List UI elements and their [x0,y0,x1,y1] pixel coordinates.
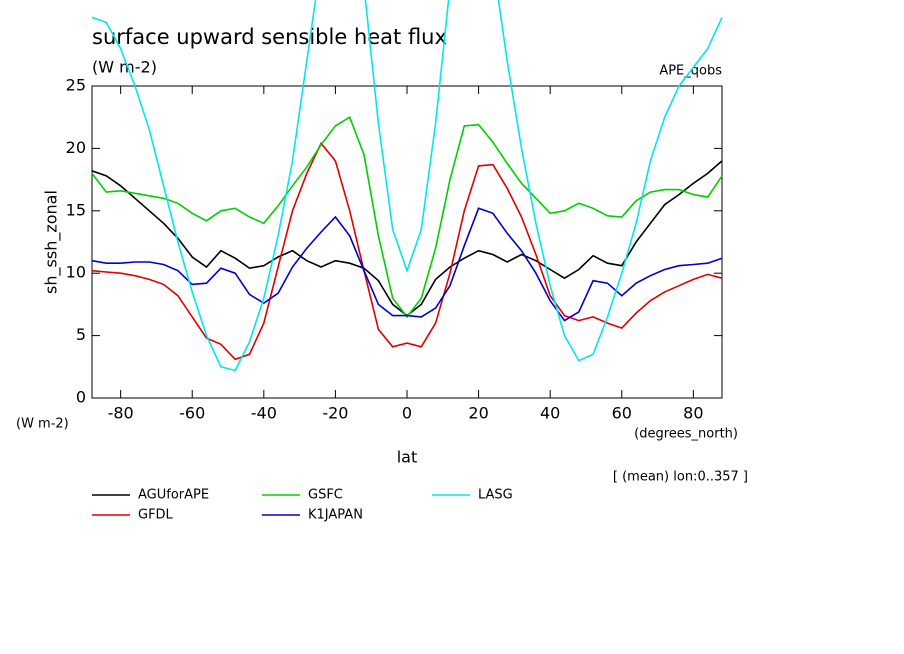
chart-title: surface upward sensible heat flux [92,25,447,49]
x-tick-label: 80 [683,404,703,423]
note: [ (mean) lon:0..357 ] [613,470,748,485]
y-tick-label: 10 [66,263,86,282]
plot-frame [91,85,723,399]
legend-label: LASG [478,488,513,503]
x-tick-label: -40 [251,404,277,423]
series-line [91,0,723,372]
y-axis-label: sh_ssh_zonal [42,190,62,294]
y-tick-label: 0 [76,388,86,407]
y-tick-label: 20 [66,138,86,157]
y-tick-label: 15 [66,200,86,219]
x-tick-label: 40 [540,404,560,423]
series-line [91,116,723,319]
series-line [91,207,723,322]
x-tick-label: 0 [402,404,412,423]
y-units: (W m-2) [16,417,69,432]
legend-label: AGUforAPE [138,488,209,503]
x-tick-label: -20 [322,404,348,423]
y-tick-label: 5 [76,325,86,344]
y-tick-label: 25 [66,76,86,95]
chart-subtitle: (W m-2) [92,58,157,77]
x-units: (degrees_north) [634,427,738,442]
legend-label: K1JAPAN [308,508,363,523]
x-axis-label: lat [397,448,418,467]
x-tick-label: -80 [108,404,134,423]
legend-label: GFDL [138,508,174,523]
legend-label: GSFC [308,488,343,503]
x-tick-label: -60 [179,404,205,423]
series-line [91,141,723,361]
x-tick-label: 20 [468,404,488,423]
x-tick-label: 60 [612,404,632,423]
series-line [91,160,723,317]
